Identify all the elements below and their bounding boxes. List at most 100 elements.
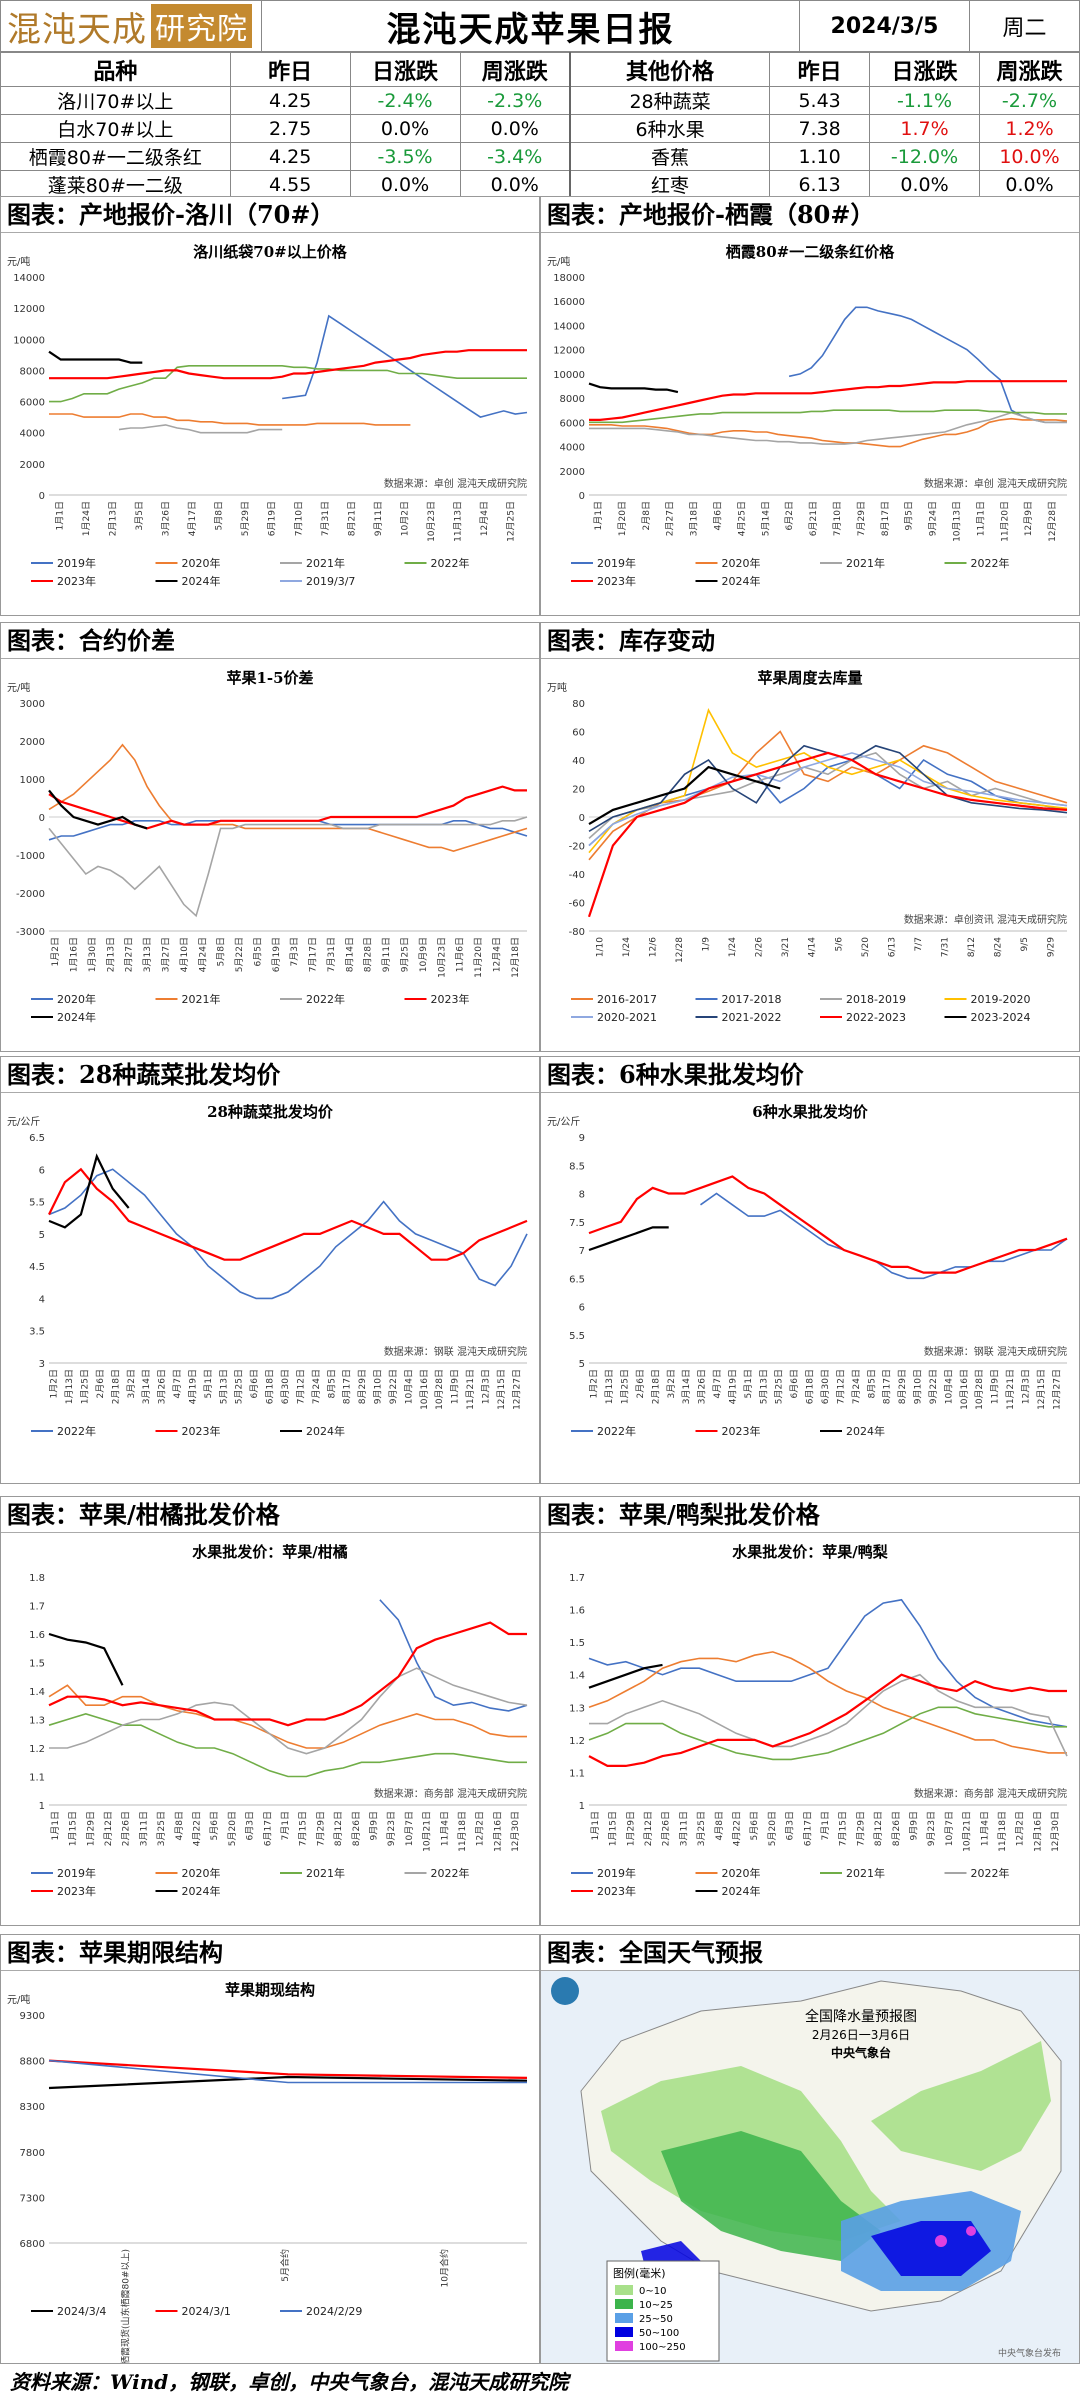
x-tick-label: 3月2日 <box>666 1369 677 1398</box>
price-table-cell: 红枣 <box>568 170 771 199</box>
legend-label: 2024年 <box>722 1884 761 1898</box>
cma-logo-icon <box>551 1977 579 2005</box>
x-tick-label: 1月16日 <box>69 937 80 972</box>
x-tick-label: 8月28日 <box>363 937 374 972</box>
price-table-cell: 0.0% <box>349 114 461 143</box>
x-tick-label: 4月8日 <box>174 1811 185 1840</box>
x-tick-label: 1/10 <box>595 937 605 957</box>
data-source: 数据来源：钢联 混沌天成研究院 <box>924 1345 1067 1358</box>
price-table-cell: 4.25 <box>229 86 351 115</box>
x-tick-label: 6月6日 <box>249 1369 260 1398</box>
x-tick-label: 2月18日 <box>650 1369 661 1404</box>
x-tick-label: 8/12 <box>967 937 977 957</box>
x-tick-label: 10月7日 <box>944 1811 955 1846</box>
legend-range-label: 100~250 <box>639 2342 686 2353</box>
x-tick-label: 7月24日 <box>311 1369 322 1404</box>
y-tick-label: 1.6 <box>29 1630 45 1641</box>
x-tick-label: 1月25日 <box>80 1369 91 1404</box>
chart-title: 水果批发价：苹果/柑橘 <box>192 1543 347 1561</box>
y-tick-label: 8000 <box>560 394 585 405</box>
series-line-2021年 <box>118 424 283 434</box>
y-tick-label: -60 <box>569 899 585 910</box>
x-tick-label: 4月24日 <box>197 937 208 972</box>
x-tick-label: 8月26日 <box>891 1811 902 1846</box>
x-tick-label: 1月2日 <box>50 937 61 966</box>
x-tick-label: 8月5日 <box>326 1369 337 1398</box>
y-tick-label: 5 <box>579 1359 585 1370</box>
legend-label: 2018-2019 <box>846 993 906 1006</box>
x-tick-label: 1月1日 <box>54 501 65 530</box>
x-tick-label: 7月29日 <box>856 501 867 536</box>
report-title: 混沌天成苹果日报 <box>261 1 799 51</box>
x-tick-label: 6月3日 <box>245 1811 256 1840</box>
y-tick-label: 1.3 <box>569 1703 585 1714</box>
x-tick-label: 12/28 <box>675 937 685 963</box>
chart-title: 6种水果批发均价 <box>752 1103 868 1121</box>
price-table-cell: 0.0% <box>349 170 461 199</box>
x-tick-label: 4月19日 <box>187 1369 198 1404</box>
x-tick-label: 5月合约 <box>279 2249 291 2282</box>
footer-source: 资料来源：Wind，钢联，卓创，中央气象台，混沌天成研究院 <box>10 2370 569 2394</box>
x-tick-label: 6月3日 <box>785 1811 796 1840</box>
legend-label: 2016-2017 <box>597 993 657 1006</box>
y-tick-label: 1.4 <box>569 1671 585 1682</box>
x-tick-label: 1月29日 <box>625 1811 636 1846</box>
x-tick-label: 1月13日 <box>604 1369 615 1404</box>
y-axis-label: 元/吨 <box>7 681 30 694</box>
section-apple-citrus: 图表：苹果/柑橘批发价格 水果批发价：苹果/柑橘 1 1.1 1.2 1.3 1.4 1.5… <box>0 1496 540 1926</box>
logo-box: 研究院 <box>151 4 252 48</box>
price-table-cell: 10.0% <box>979 142 1080 171</box>
x-tick-label: 1/24 <box>622 937 632 957</box>
x-tick-label: 8月29日 <box>357 1369 368 1404</box>
map-org: 中央气象台 <box>831 2045 891 2060</box>
y-tick-label: 2000 <box>20 460 45 471</box>
map-title: 全国降水量预报图 <box>805 2008 917 2025</box>
x-tick-label: 7/31 <box>941 937 951 957</box>
series-line-2019年 <box>588 1598 1068 1728</box>
x-tick-label: 6月30日 <box>820 1369 831 1404</box>
y-tick-label: 1.3 <box>29 1716 45 1727</box>
legend-label: 2020年 <box>182 556 221 570</box>
series-line-2022年 <box>49 365 527 403</box>
series-line-2021年 <box>589 411 1067 445</box>
x-tick-label: 2月12日 <box>103 1811 114 1846</box>
x-tick-label: 10月9日 <box>418 937 429 972</box>
x-tick-label: 1月25日 <box>620 1369 631 1404</box>
y-axis-label: 元/吨 <box>7 1993 30 2006</box>
series-line-2022年 <box>700 1192 1068 1280</box>
x-tick-label: 6月19日 <box>267 501 278 536</box>
price-table-header-cell: 周涨跌 <box>459 52 571 87</box>
x-tick-label: 5月25日 <box>774 1369 785 1404</box>
price-table-cell: -2.7% <box>979 86 1080 115</box>
x-tick-label: 11月1日 <box>975 501 986 536</box>
price-table-cell: -2.3% <box>459 86 571 115</box>
price-table-row: 洛川70#以上 4.25 -2.4% -2.3% 28种蔬菜 5.43 -1.1% -2.7% <box>0 86 1080 115</box>
data-source: 数据来源：商务部 混沌天成研究院 <box>914 1787 1067 1800</box>
chart-title: 栖霞80#一二级条红价格 <box>726 243 895 261</box>
x-tick-label: 12月2日 <box>1015 1811 1026 1846</box>
legend-color-swatch <box>615 2327 633 2337</box>
x-tick-label: 3月18日 <box>689 501 700 536</box>
section-luochuan: 图表：产地报价-洛川（70#） 洛川纸袋70#以上价格 元/吨 0 2000 4000 6… <box>0 196 540 616</box>
x-tick-label: 9月25日 <box>400 937 411 972</box>
x-tick-label: 11月20日 <box>473 937 484 978</box>
x-tick-label: 8月5日 <box>866 1369 877 1398</box>
price-table-cell: -3.4% <box>459 142 571 171</box>
series-line-2024年 <box>588 1663 663 1689</box>
y-axis-label: 元/公斤 <box>547 1116 580 1128</box>
y-tick-label: 1.6 <box>569 1606 585 1617</box>
legend-color-swatch <box>615 2299 633 2309</box>
x-tick-label: 5月13日 <box>758 1369 769 1404</box>
x-tick-label: 5月22日 <box>234 937 245 972</box>
x-tick-label: 7月10日 <box>832 501 843 536</box>
x-tick-label: 1月29日 <box>85 1811 96 1846</box>
x-tick-label: 3月25日 <box>696 1811 707 1846</box>
y-tick-label: 3000 <box>20 699 45 710</box>
x-tick-label: 4月8日 <box>714 1811 725 1840</box>
x-tick-label: 7月1日 <box>280 1811 291 1840</box>
x-tick-label: 6月6日 <box>789 1369 800 1398</box>
x-tick-label: 6月17日 <box>802 1811 813 1846</box>
y-tick-label: 8000 <box>20 366 45 377</box>
y-tick-label: 5.5 <box>569 1331 585 1342</box>
y-tick-label: 40 <box>572 756 585 767</box>
